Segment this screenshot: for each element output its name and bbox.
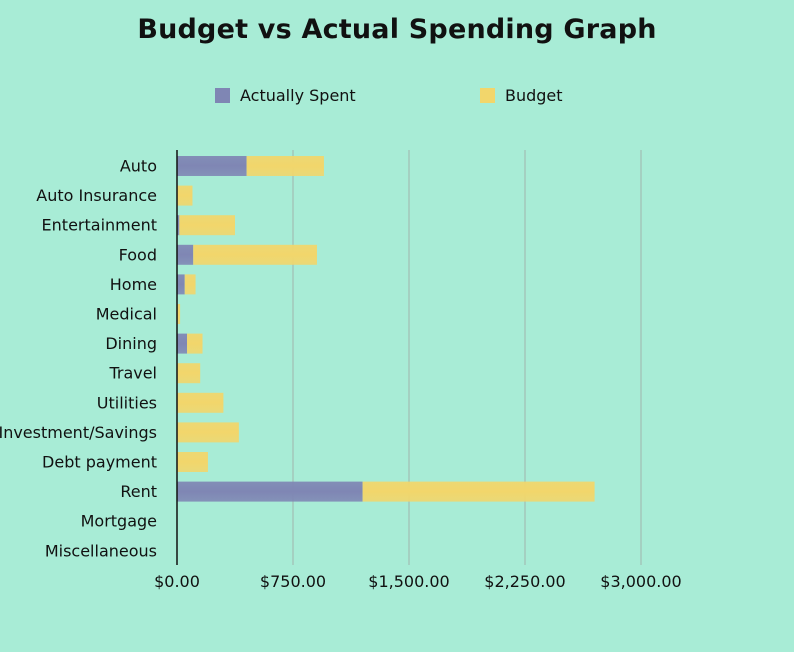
legend: Actually Spent Budget <box>0 86 794 110</box>
bar-actually-spent-dining <box>177 333 188 354</box>
category-label: Travel <box>108 364 157 383</box>
category-label: Medical <box>96 305 157 324</box>
category-label: Mortgage <box>81 512 157 531</box>
category-label: Entertainment <box>42 216 157 235</box>
category-label: Dining <box>105 334 157 353</box>
x-tick-label: $3,000.00 <box>600 572 681 591</box>
bar-actually-spent-food <box>177 244 194 265</box>
x-tick-label: $750.00 <box>260 572 326 591</box>
bar-budget-auto-insurance <box>177 185 193 206</box>
bar-budget-travel <box>177 363 201 384</box>
chart-title: Budget vs Actual Spending Graph <box>137 14 657 45</box>
legend-label-budget: Budget <box>505 86 563 105</box>
bar-actually-spent-auto <box>177 156 247 176</box>
bar-actually-spent-rent <box>177 481 363 502</box>
x-tick-label: $1,500.00 <box>368 572 449 591</box>
bar-budget-home <box>184 274 196 295</box>
bar-budget-investment-savings <box>177 422 239 443</box>
bar-budget-food <box>193 244 317 265</box>
category-label: Rent <box>120 482 157 501</box>
legend-item-actually-spent: Actually Spent <box>215 86 356 105</box>
bar-budget-auto <box>246 156 324 176</box>
legend-label-actually-spent: Actually Spent <box>240 86 356 105</box>
bar-budget-entertainment <box>179 215 235 236</box>
category-label: Debt payment <box>42 453 157 472</box>
bar-actually-spent-entertainment <box>177 215 180 236</box>
bar-budget-medical <box>177 304 181 324</box>
category-label: Auto Insurance <box>36 186 157 205</box>
bar-budget-debt-payment <box>177 452 208 472</box>
category-label: Food <box>119 245 157 264</box>
category-label: Investment/Savings <box>0 423 157 442</box>
bar-budget-rent <box>362 481 595 502</box>
bar-budget-utilities <box>177 392 224 413</box>
legend-swatch-actually-spent <box>215 88 230 103</box>
bar-budget-dining <box>187 333 203 354</box>
bar-actually-spent-home <box>177 274 185 295</box>
category-label: Auto <box>120 157 157 176</box>
x-tick-label: $2,250.00 <box>484 572 565 591</box>
legend-item-budget: Budget <box>480 86 563 105</box>
x-tick-label: $0.00 <box>154 572 200 591</box>
category-label: Utilities <box>97 393 157 412</box>
category-label: Miscellaneous <box>45 541 157 560</box>
legend-swatch-budget <box>480 88 495 103</box>
category-label: Home <box>110 275 157 294</box>
